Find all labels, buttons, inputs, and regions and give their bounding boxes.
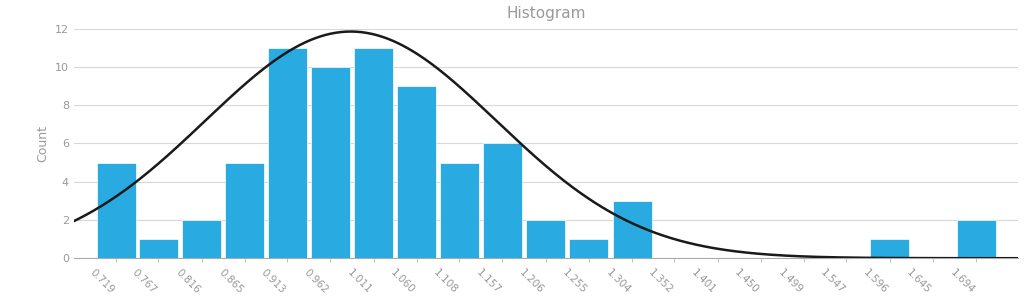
Bar <box>96 163 135 258</box>
Bar <box>956 220 995 258</box>
Bar <box>139 239 178 258</box>
Bar <box>268 48 307 258</box>
Bar <box>569 239 608 258</box>
Bar <box>526 220 565 258</box>
Bar <box>225 163 264 258</box>
Bar <box>612 201 651 258</box>
Bar <box>311 67 350 258</box>
Y-axis label: Count: Count <box>36 125 49 162</box>
Bar <box>397 86 436 258</box>
Bar <box>354 48 393 258</box>
Bar <box>182 220 221 258</box>
Bar <box>439 163 479 258</box>
Bar <box>483 144 522 258</box>
Title: Histogram: Histogram <box>507 5 586 20</box>
Bar <box>870 239 909 258</box>
